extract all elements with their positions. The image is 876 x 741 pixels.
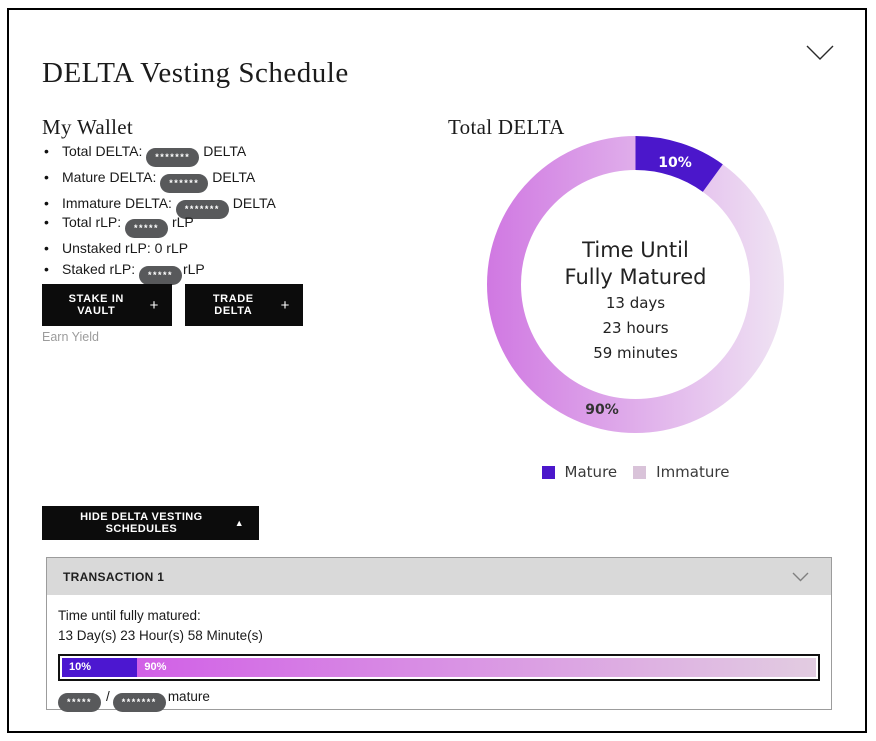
redacted-value-pill: ***** [125, 219, 169, 238]
item-label: Immature DELTA: [62, 195, 172, 211]
legend-label: Immature [656, 463, 730, 481]
list-item: Staked rLP: ***** rLP [42, 259, 205, 285]
chevron-down-icon[interactable] [792, 572, 809, 582]
legend-label: Mature [564, 463, 618, 481]
item-label: Total rLP: [62, 214, 122, 230]
legend-swatch-mature [541, 465, 555, 479]
summary-suffix: mature [167, 689, 210, 704]
wallet-delta-list: Total DELTA: ******* DELTA Mature DELTA:… [42, 141, 276, 219]
hide-vesting-schedules-button[interactable]: HIDE DELTA VESTING SCHEDULES ▲ [42, 506, 259, 540]
wallet-rlp-list: Total rLP: ***** rLP Unstaked rLP: 0 rLP… [42, 212, 205, 285]
button-label: STAKE IN VAULT [68, 293, 124, 317]
center-line: Time Until [582, 238, 689, 262]
stake-in-vault-button[interactable]: STAKE IN VAULT + [42, 284, 172, 326]
donut-chart: 10% 90% [487, 136, 784, 433]
item-value: 0 rLP [154, 240, 189, 256]
item-label: Unstaked rLP: [62, 240, 151, 256]
center-line: 13 days [605, 294, 666, 312]
time-until-value: 13 Day(s) 23 Hour(s) 58 Minute(s) [58, 628, 263, 643]
item-unit: DELTA [232, 195, 276, 211]
panel-border [7, 8, 867, 733]
chevron-down-icon[interactable] [806, 44, 834, 61]
button-label: HIDE DELTA VESTING SCHEDULES [80, 511, 203, 535]
transaction-card: TRANSACTION 1 Time until fully matured: … [46, 557, 832, 712]
donut-label-immature: 90% [585, 402, 619, 418]
progress-label-immature: 90% [144, 661, 167, 673]
earn-yield-caption: Earn Yield [42, 330, 99, 344]
item-unit: DELTA [203, 143, 247, 159]
time-until-label: Time until fully matured: [58, 608, 201, 623]
wallet-heading: My Wallet [42, 115, 134, 140]
item-label: Total DELTA: [62, 143, 143, 159]
chart-legend: Mature Immature [487, 463, 784, 481]
vesting-progress-bar: 10% 90% [58, 654, 820, 681]
item-unit: rLP [171, 214, 194, 230]
legend-item-immature[interactable]: Immature [633, 463, 729, 481]
redacted-value-pill: ******* [112, 693, 166, 712]
legend-swatch-immature [633, 465, 647, 479]
center-line: 59 minutes [593, 344, 678, 362]
list-item: Total rLP: ***** rLP [42, 212, 205, 238]
progress-label-mature: 10% [69, 661, 92, 673]
mature-summary: ***** / ******* mature [58, 689, 820, 712]
center-line: Fully Matured [564, 265, 707, 289]
item-label: Staked rLP: [62, 261, 136, 277]
list-item: Total DELTA: ******* DELTA [42, 141, 276, 167]
list-item: Mature DELTA: ****** DELTA [42, 167, 276, 193]
item-unit: DELTA [212, 169, 256, 185]
chart-heading: Total DELTA [448, 115, 565, 140]
summary-separator: / [106, 689, 110, 704]
list-item: Unstaked rLP: 0 rLP [42, 238, 205, 259]
donut-label-mature: 10% [658, 155, 692, 171]
progress-segment-mature: 10% [62, 658, 138, 677]
transaction-title: TRANSACTION 1 [63, 569, 165, 584]
donut-segment-mature [487, 136, 784, 433]
donut-center-text: Time Until Fully Matured 13 days 23 hour… [502, 237, 769, 366]
redacted-value-pill: ***** [139, 266, 183, 285]
button-label: TRADE DELTA [212, 293, 254, 317]
transaction-body: Time until fully matured: 13 Day(s) 23 H… [47, 595, 831, 712]
plus-icon: + [280, 296, 290, 314]
wallet-actions: STAKE IN VAULT + TRADE DELTA + [42, 284, 303, 326]
item-unit: rLP [182, 261, 205, 277]
transaction-header[interactable]: TRANSACTION 1 [47, 558, 831, 595]
progress-segment-immature: 90% [137, 658, 816, 677]
redacted-value-pill: ***** [58, 693, 102, 712]
redacted-value-pill: ****** [160, 174, 209, 193]
triangle-up-icon: ▲ [234, 518, 244, 528]
item-label: Mature DELTA: [62, 169, 157, 185]
trade-delta-button[interactable]: TRADE DELTA + [185, 284, 303, 326]
plus-icon: + [149, 296, 159, 314]
legend-item-mature[interactable]: Mature [541, 463, 618, 481]
page-title: DELTA Vesting Schedule [42, 57, 349, 90]
redacted-value-pill: ******* [146, 148, 200, 167]
center-line: 23 hours [602, 319, 669, 337]
